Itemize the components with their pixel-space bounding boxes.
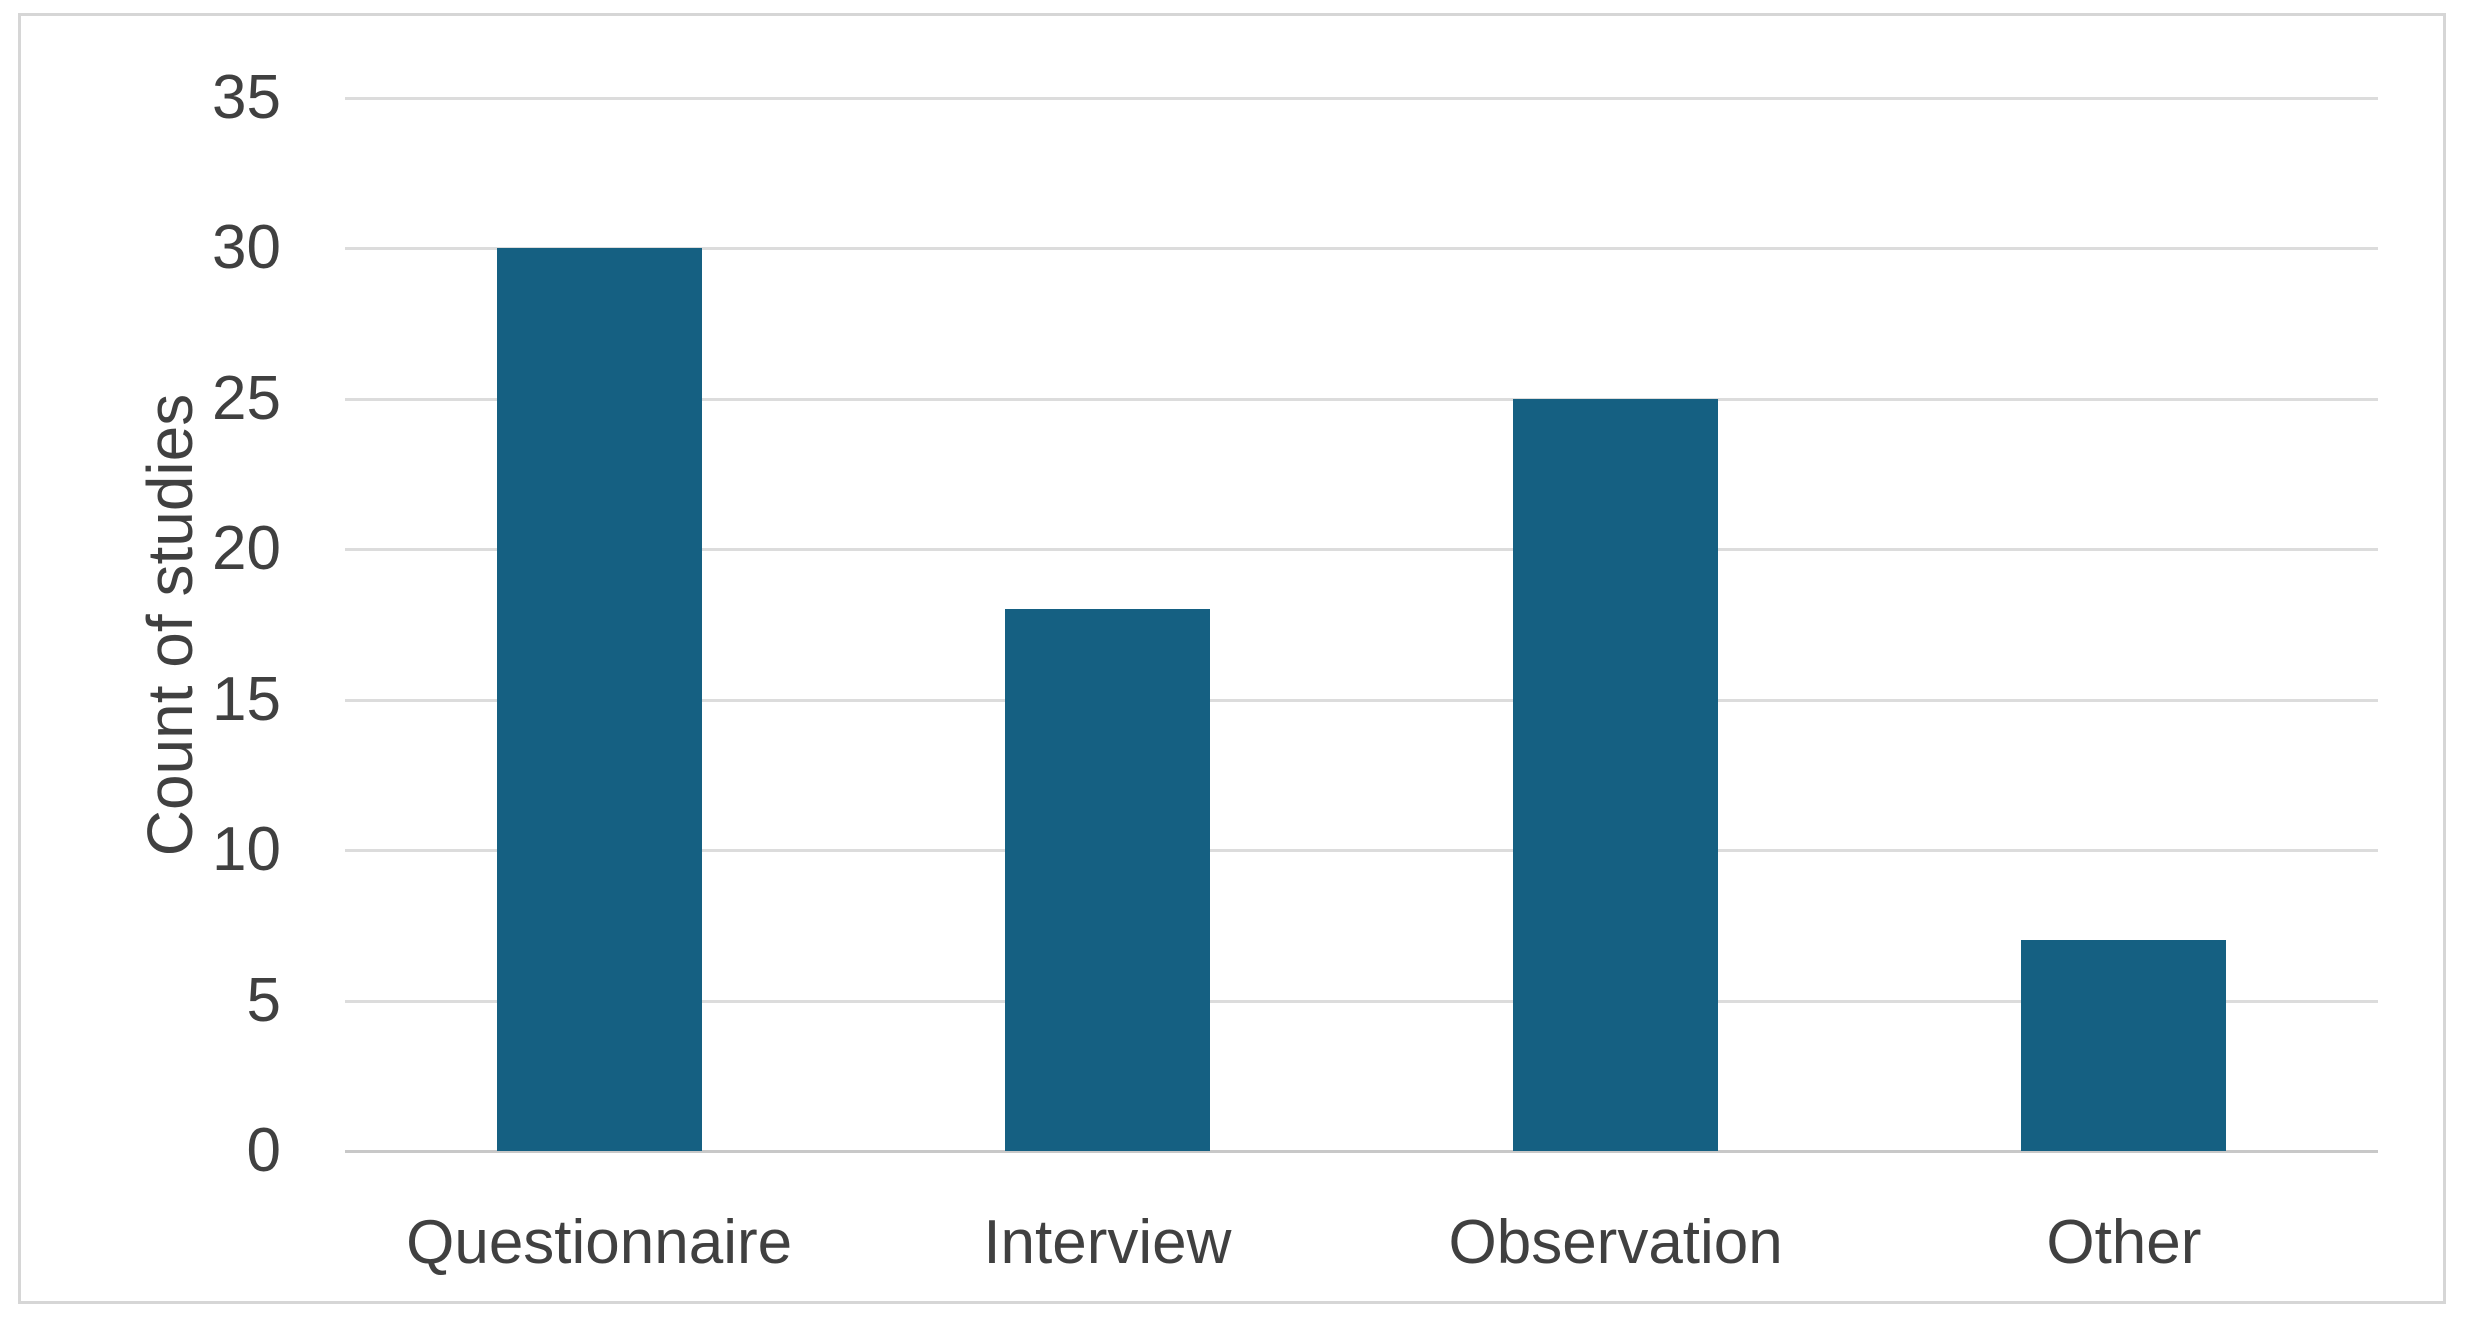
x-label-observation: Observation — [1448, 1208, 1783, 1277]
gridline-y-15 — [345, 698, 2378, 702]
gridline-y-5 — [345, 999, 2378, 1003]
x-label-other: Other — [2046, 1208, 2202, 1277]
gridline-y-20 — [345, 548, 2378, 552]
bar-other — [2021, 940, 2227, 1151]
y-tick-label-10: 10 — [212, 815, 281, 885]
gridline-y-35 — [345, 97, 2378, 100]
bar-interview — [1004, 609, 1210, 1151]
y-tick-label-5: 5 — [246, 965, 281, 1035]
y-tick-label-30: 30 — [212, 213, 281, 283]
x-axis-line — [345, 1150, 2378, 1153]
gridline-y-30 — [345, 247, 2378, 251]
y-tick-label-25: 25 — [212, 363, 281, 433]
x-label-interview: Interview — [983, 1208, 1232, 1277]
y-tick-label-0: 0 — [246, 1116, 281, 1185]
y-tick-label-15: 15 — [212, 664, 281, 734]
bar-questionnaire — [496, 248, 702, 1151]
gridline-y-25 — [345, 397, 2378, 401]
chart-frame: Count of studies 0 5 10 15 20 25 30 35 Question… — [18, 13, 2446, 1304]
x-label-questionnaire: Questionnaire — [406, 1208, 793, 1277]
gridline-y-10 — [345, 849, 2378, 853]
bar-observation — [1513, 398, 1719, 1151]
y-tick-label-35: 35 — [212, 63, 281, 132]
y-tick-label-20: 20 — [212, 514, 281, 584]
